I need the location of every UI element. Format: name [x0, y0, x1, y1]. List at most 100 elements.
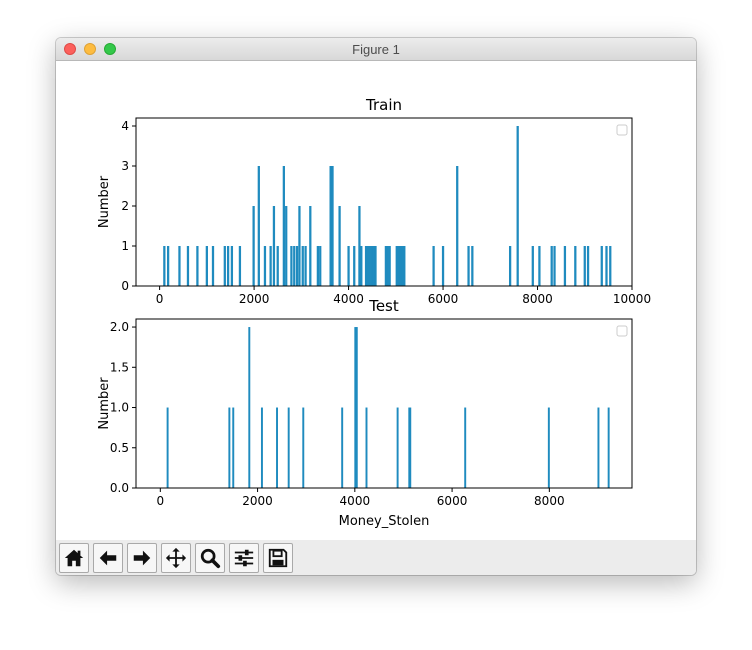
y-axis-label: Number — [97, 377, 112, 430]
y-tick-label: 0.5 — [110, 441, 129, 455]
y-tick-label: 2.0 — [110, 320, 129, 334]
y-tick-label: 1 — [121, 239, 129, 253]
axes-frame — [135, 318, 633, 489]
bar — [360, 246, 363, 286]
bar — [366, 246, 370, 286]
x-tick-label: 4000 — [340, 494, 371, 508]
bar — [230, 246, 234, 286]
legend-box — [616, 124, 628, 136]
x-tick-label: 6000 — [437, 494, 468, 508]
x-tick-label: 4000 — [333, 292, 364, 306]
minimize-window-button[interactable] — [84, 43, 96, 55]
bar — [353, 246, 356, 286]
x-tick-label: 0 — [156, 494, 164, 508]
x-tick-label: 8000 — [534, 494, 565, 508]
zoom-button[interactable] — [195, 543, 225, 573]
y-tick-label: 3 — [121, 159, 129, 173]
bar — [272, 206, 276, 286]
bar — [531, 246, 534, 286]
bar — [269, 246, 272, 286]
legend-box — [616, 325, 628, 337]
figure-canvas[interactable]: 0 2000 4000 6000 8000 10000 0 1 2 3 4 Train Number 0 2… — [56, 61, 696, 539]
maximize-window-button[interactable] — [104, 43, 116, 55]
bar — [252, 206, 255, 286]
back-icon — [99, 550, 117, 566]
bar — [293, 246, 296, 286]
save-button[interactable] — [263, 543, 293, 573]
bar — [597, 407, 600, 488]
forward-icon — [133, 550, 151, 566]
x-axis-label: Money_Stolen — [339, 514, 430, 529]
bar — [547, 407, 550, 488]
subplot-title: Train — [365, 96, 402, 114]
bar — [600, 246, 603, 286]
bar — [257, 166, 260, 286]
configure-subplots-button[interactable] — [229, 543, 259, 573]
figure-svg: 0 2000 4000 6000 8000 10000 0 1 2 3 4 Train Number 0 2… — [97, 96, 651, 529]
pan-button[interactable] — [161, 543, 191, 573]
bar — [399, 246, 402, 286]
bar — [276, 407, 278, 488]
bar — [553, 246, 556, 286]
bar — [329, 166, 332, 286]
bar — [186, 246, 190, 286]
x-tick-label: 2000 — [242, 494, 273, 508]
y-tick-label: 0 — [121, 279, 129, 293]
bar — [396, 407, 399, 488]
bar — [304, 246, 307, 286]
bar — [372, 246, 375, 286]
bar — [226, 246, 230, 286]
bar — [282, 166, 285, 286]
x-tick-label: 10000 — [613, 292, 651, 306]
window-title: Figure 1 — [352, 42, 400, 57]
y-tick-label: 1.0 — [110, 401, 129, 415]
bar — [364, 246, 368, 286]
bar — [358, 206, 361, 286]
bar — [508, 246, 512, 286]
bar — [263, 246, 267, 286]
bar — [295, 246, 299, 286]
bar — [331, 166, 334, 286]
x-tick-label: 6000 — [428, 292, 459, 306]
bar — [441, 246, 445, 286]
bar — [471, 246, 474, 286]
bar — [309, 206, 312, 286]
bar — [302, 407, 305, 488]
bar — [365, 407, 368, 488]
bar — [260, 407, 263, 488]
bar — [211, 246, 215, 286]
bar — [301, 246, 304, 286]
subplot-train: 0 2000 4000 6000 8000 10000 0 1 2 3 4 Train Number — [97, 96, 651, 306]
bar — [205, 246, 208, 286]
zoom-icon — [200, 548, 221, 569]
bar — [583, 246, 586, 286]
bar — [456, 166, 459, 286]
bar — [388, 246, 391, 286]
bar — [403, 246, 406, 286]
bar — [347, 246, 350, 286]
back-button[interactable] — [93, 543, 123, 573]
bar — [563, 246, 567, 286]
subplot-title: Test — [368, 297, 399, 315]
bar — [370, 246, 373, 286]
home-button[interactable] — [59, 543, 89, 573]
bar — [432, 246, 435, 286]
forward-button[interactable] — [127, 543, 157, 573]
y-tick-label: 0.0 — [110, 481, 129, 495]
y-tick-label: 1.5 — [110, 360, 129, 374]
bar — [467, 246, 470, 286]
bar — [409, 407, 412, 488]
close-window-button[interactable] — [64, 43, 76, 55]
bar — [397, 246, 400, 286]
save-icon — [268, 548, 288, 568]
bar — [232, 407, 235, 488]
x-tick-label: 0 — [156, 292, 164, 306]
title-bar: Figure 1 — [56, 38, 696, 61]
bar — [287, 407, 290, 488]
bar — [354, 327, 357, 488]
axes-frame — [135, 117, 633, 287]
bar — [248, 327, 251, 488]
bar — [178, 246, 181, 286]
bar — [228, 407, 231, 488]
bar — [408, 407, 411, 488]
